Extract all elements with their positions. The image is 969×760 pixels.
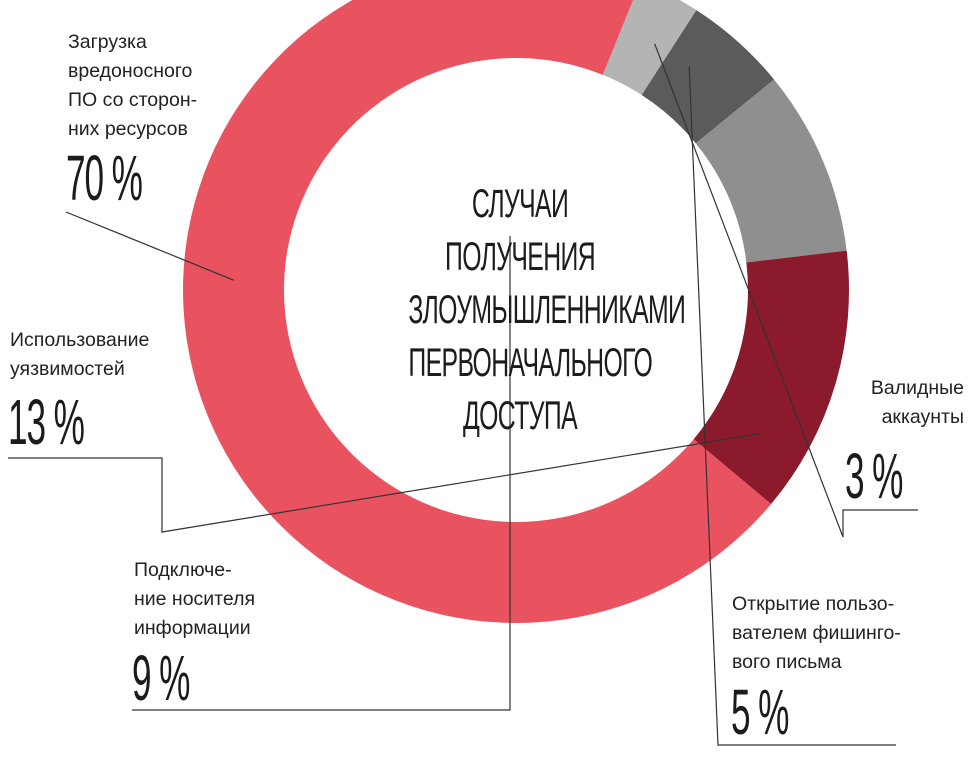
slice-label-accounts: Валидные аккаунты: [842, 374, 964, 432]
chart-title-line-5: ДОСТУПА: [462, 394, 578, 438]
chart-title-line-2: ПОЛУЧЕНИЯ: [444, 235, 596, 279]
slice-label-phishing: Открытие пользо- вателем фишинго- вого п…: [732, 590, 901, 677]
leader-lines: [8, 43, 918, 746]
slice-value-phishing: 5 %: [731, 676, 789, 748]
slice-value-accounts: 3 %: [845, 440, 903, 512]
chart-title-line-4: ПЕРВОНАЧАЛЬНОГО: [408, 341, 653, 385]
slice-phishing: [641, 10, 775, 144]
slice-label-malware-line: вредоносного: [68, 60, 193, 82]
chart-title-line-3: ЗЛОУМЫШЛЕННИКАМИ: [408, 288, 686, 332]
slice-label-malware: Загрузка вредоносного ПО со сторон- них …: [68, 28, 197, 144]
slice-media: [695, 79, 847, 263]
slice-label-malware-line: ПО со сторон-: [68, 89, 198, 111]
chart-title-line-1: СЛУЧАИ: [471, 182, 569, 226]
slice-label-phishing-line: Открытие пользо-: [732, 593, 895, 615]
leader-line-phishing: [688, 66, 896, 746]
slice-value-malware: 70 %: [66, 142, 143, 214]
chart-title: СЛУЧАИ ПОЛУЧЕНИЯ ЗЛОУМЫШЛЕННИКАМИ ПЕРВОН…: [408, 178, 686, 443]
slice-accounts: [602, 0, 697, 95]
slice-label-phishing-line: вого письма: [732, 651, 842, 673]
slice-label-accounts-line: Валидные: [870, 377, 964, 399]
slice-label-media-line: информации: [134, 617, 251, 639]
slice-vulns: [693, 250, 849, 505]
leader-line-vulns: [8, 433, 760, 533]
slice-label-malware-line: них ресурсов: [68, 118, 188, 140]
slice-label-media-line: Подключе-: [134, 559, 232, 581]
slice-label-vulns: Использование уязвимостей: [10, 326, 149, 384]
slice-label-vulns-line: уязвимостей: [10, 358, 125, 380]
leader-line-media: [132, 236, 511, 711]
slice-value-vulns: 13 %: [8, 386, 85, 458]
slice-label-accounts-line: аккаунты: [881, 406, 964, 428]
leader-line-malware: [65, 211, 234, 281]
slice-label-media-line: ние носителя: [134, 588, 256, 610]
slice-label-malware-line: Загрузка: [68, 31, 147, 53]
slice-label-media: Подключе- ние носителя информации: [134, 556, 255, 643]
slice-label-vulns-line: Использование: [10, 329, 150, 351]
leader-line-accounts: [654, 43, 918, 538]
slice-label-phishing-line: вателем фишинго-: [732, 622, 901, 644]
slice-value-media: 9 %: [132, 642, 190, 714]
slice-malware: [183, 0, 772, 623]
donut-slices: [183, 0, 849, 623]
